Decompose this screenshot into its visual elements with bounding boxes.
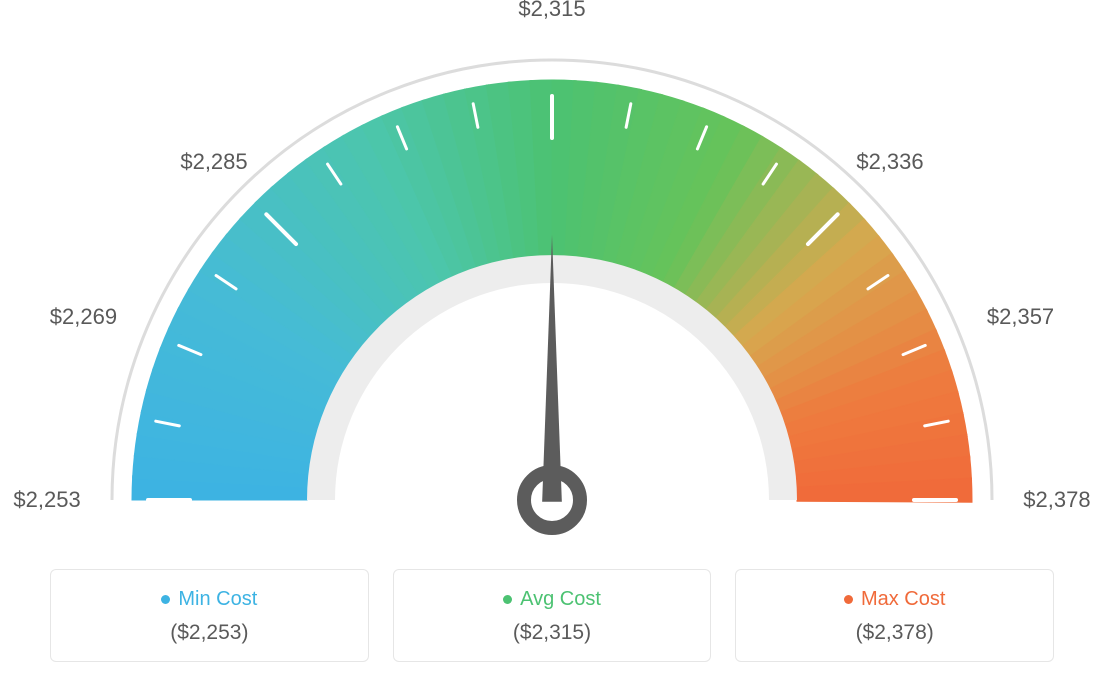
legend-value-min: ($2,253) — [61, 621, 358, 645]
gauge-tick-label: $2,269 — [50, 304, 117, 330]
cost-gauge-chart: $2,253 $2,269 $2,285 $2,315 $2,336 $2,357 $2,3… — [0, 0, 1104, 690]
legend-title-avg: Avg Cost — [503, 588, 601, 611]
gauge-area: $2,253 $2,269 $2,285 $2,315 $2,336 $2,357 $2,3… — [0, 0, 1104, 560]
gauge-svg — [0, 0, 1104, 560]
legend-value-avg: ($2,315) — [404, 621, 701, 645]
dot-icon — [844, 595, 853, 604]
gauge-tick-label: $2,315 — [518, 0, 585, 22]
gauge-tick-label: $2,357 — [987, 304, 1054, 330]
legend-title-avg-text: Avg Cost — [520, 588, 601, 611]
dot-icon — [503, 595, 512, 604]
gauge-tick-label: $2,378 — [1023, 487, 1090, 513]
gauge-tick-label: $2,253 — [13, 487, 80, 513]
legend-value-max: ($2,378) — [746, 621, 1043, 645]
legend-row: Min Cost ($2,253) Avg Cost ($2,315) Max … — [50, 569, 1054, 662]
legend-title-min: Min Cost — [161, 588, 257, 611]
legend-card-avg: Avg Cost ($2,315) — [393, 569, 712, 662]
legend-card-max: Max Cost ($2,378) — [735, 569, 1054, 662]
legend-title-min-text: Min Cost — [178, 588, 257, 611]
dot-icon — [161, 595, 170, 604]
legend-title-max-text: Max Cost — [861, 588, 945, 611]
legend-title-max: Max Cost — [844, 588, 945, 611]
gauge-tick-label: $2,285 — [180, 149, 247, 175]
gauge-tick-label: $2,336 — [856, 149, 923, 175]
legend-card-min: Min Cost ($2,253) — [50, 569, 369, 662]
